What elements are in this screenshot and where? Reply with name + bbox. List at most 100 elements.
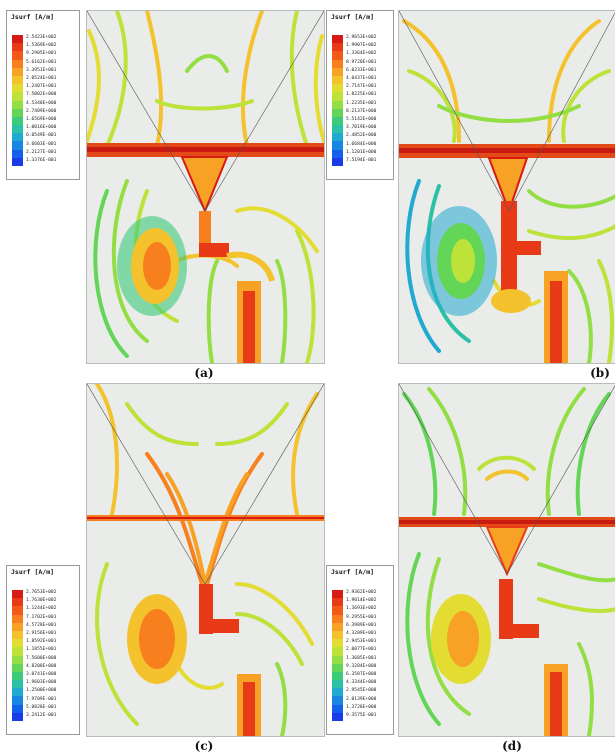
legend-b-value-label: 1.1201E+000 [346,149,377,155]
legend-a-swatch [12,51,23,60]
legend-c-swatch [12,614,23,623]
legend-b-swatch [332,108,343,117]
legend-c-value-label: 1.2500E+000 [26,688,57,694]
legend-c-swatch [12,647,23,656]
legend-d-swatch [332,622,343,631]
legend-c-value-label: 1.9603E+000 [26,680,57,686]
legend-a-value-label: 1.2407E+001 [26,84,57,90]
legend-d-swatch [332,647,343,656]
legend-c-swatch [12,622,23,631]
legend-b-swatch [332,116,343,126]
panel-c-field-plot [86,383,325,737]
legend-c-swatch [12,671,23,681]
legend-c-value-label: 4.8208E+000 [26,663,57,669]
legend-a-swatch [12,116,23,126]
legend-d-swatch [332,680,343,689]
legend-a-swatch [12,133,23,142]
legend-d-value-label: 1.3728E+000 [346,704,377,710]
legend-c-swatch [12,606,23,615]
legend-a-value-label: 9.2905E+001 [26,51,57,57]
legend-a-swatch [12,108,23,117]
legend-d-value-label: 6.3587E+000 [346,672,377,678]
legend-a-swatch [12,157,23,166]
legend-d-value-label: 9.3575E-001 [346,713,377,719]
legend-c-value-label: 7.5600E+000 [26,655,57,661]
legend-d-swatch [332,671,343,681]
legend-b-value-label: 1.9907E+002 [346,43,377,49]
caption-b: (b) [590,366,610,380]
legend-c-values: 2.7653E+002 1.7630E+002 1.1244E+002 7.1702E… [26,589,56,720]
legend-b-title: Jsurf [A/m] [331,13,375,21]
legend-c-value-label: 2.7653E+002 [26,590,57,595]
legend-a-swatch [12,59,23,68]
legend-a-value-label: 2.5423E+002 [26,35,57,40]
legend-b-value-label: 1.3364E+002 [346,51,377,57]
legend-b-value-label: 7.5194E-001 [346,158,377,164]
legend-d-swatch [332,614,343,623]
legend-d-swatch [332,688,343,697]
legend-b-value-label: 8.9720E+001 [346,59,377,65]
legend-d-value-label: 2.0077E+001 [346,647,377,653]
legend-a-swatch [12,43,23,52]
legend-d-swatch [332,655,343,664]
legend-a-value-label: 3.3951E+001 [26,67,57,73]
legend-a-swatch [12,35,23,44]
legend-b-value-label: 1.8225E+001 [346,92,377,98]
legend-c-value-label: 4.5728E+001 [26,622,57,628]
legend-d-swatch [332,639,343,648]
legend-d-value-label: 1.3685E+001 [346,655,377,661]
legend-d-swatch [332,712,343,721]
legend-d-value-label: 6.3989E+001 [346,622,377,628]
caption-c: (c) [194,739,214,753]
legend-a-swatch [12,125,23,134]
legend-d-value-label: 9.2955E+001 [346,614,377,620]
legend-a-value-label: 1.3376E-001 [26,158,57,164]
legend-b-swatch [332,59,343,68]
legend-d-value-label: 9.3284E+000 [346,663,377,669]
legend-c-swatch [12,663,23,672]
legend-d-value-label: 2.9362E+002 [346,590,377,595]
panel-a-field-plot [86,10,325,364]
legend-d-value-label: 2.0139E+000 [346,696,377,702]
legend-b-value-label: 1.2235E+001 [346,100,377,106]
legend-a-value-label: 6.0549E-001 [26,133,57,139]
legend-b-swatch [332,51,343,60]
legend-c-swatch [12,655,23,664]
legend-c-value-label: 3.2412E-001 [26,713,57,719]
legend-c-colorbar [12,590,23,721]
legend-b-swatch [332,92,343,101]
legend-c-swatch [12,630,23,640]
legend-d: Jsurf [A/m] 2.9362E+002 1.9014E+002 1.3693… [326,565,394,735]
caption-d: (d) [502,739,522,753]
legend-d-value-label: 2.9453E+001 [346,639,377,645]
legend-b-value-label: 4.0437E+001 [346,76,377,82]
legend-b-swatch [332,67,343,76]
legend-a-values: 2.5423E+002 1.5369E+002 9.2905E+001 5.6162E… [26,34,56,165]
legend-a-value-label: 7.5002E+000 [26,92,57,98]
legend-a: Jsurf [A/m] 2.5423E+002 1.5369E+002 9.2905… [6,10,80,180]
legend-d-value-label: 4.3344E+000 [346,680,377,686]
legend-c-value-label: 7.9709E-001 [26,696,57,702]
surface-current-plot-b [399,11,615,363]
legend-b-swatch [332,35,343,44]
legend-b-value-label: 5.5142E+000 [346,117,377,123]
legend-c: Jsurf [A/m] 2.7653E+002 1.7630E+002 1.1244… [6,565,80,735]
legend-d-swatch [332,598,343,607]
legend-a-swatch [12,100,23,109]
legend-d-colorbar [332,590,343,721]
caption-a: (a) [194,366,214,380]
legend-b-swatch [332,157,343,166]
legend-b-swatch [332,125,343,134]
legend-c-value-label: 2.9156E+001 [26,631,57,637]
legend-b: Jsurf [A/m] 2.9653E+002 1.9907E+002 1.3364… [326,10,394,180]
legend-d-value-label: 1.9014E+002 [346,598,377,604]
legend-b-swatch [332,84,343,93]
legend-b-value-label: 6.0233E+001 [346,67,377,73]
legend-a-value-label: 1.0016E+000 [26,125,57,131]
legend-b-value-label: 2.4852E+000 [346,133,377,139]
legend-b-value-label: 1.6684E+000 [346,141,377,147]
legend-c-swatch [12,590,23,599]
legend-d-title: Jsurf [A/m] [331,568,375,576]
legend-c-swatch [12,639,23,648]
legend-a-swatch [12,92,23,101]
